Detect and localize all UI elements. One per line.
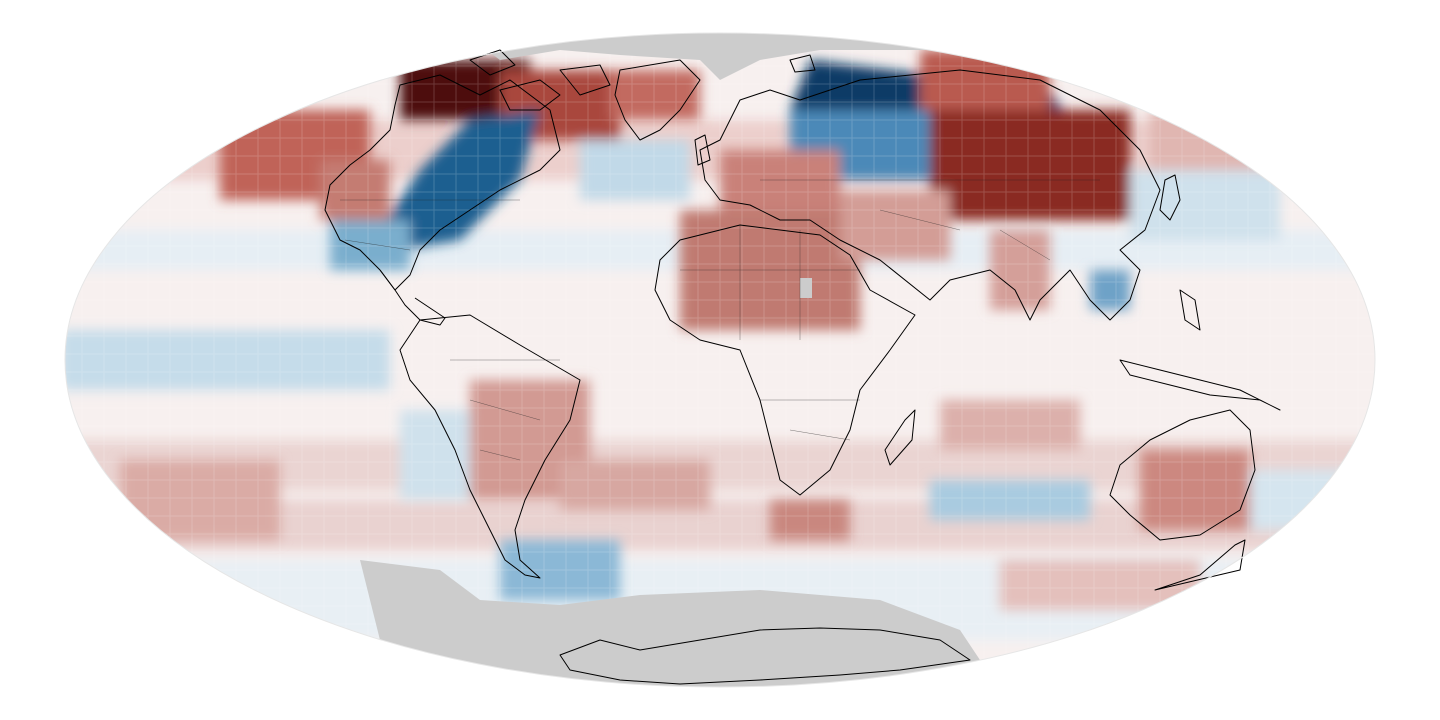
border-africa-south <box>760 399 860 441</box>
coast-africa <box>654 224 916 496</box>
border-south-america <box>450 359 560 461</box>
coast-antarctica <box>559 627 971 685</box>
coast-south-america <box>399 314 581 579</box>
no-data-arctic <box>460 33 1000 80</box>
no-data-antarctica <box>360 560 1000 687</box>
warm-south-africa <box>770 500 850 540</box>
cold-se-pacific <box>400 410 470 500</box>
cold-south-indian <box>930 480 1090 520</box>
band-equatorial-pacific <box>65 330 390 390</box>
coast-indonesia <box>1119 359 1281 411</box>
coastlines <box>324 49 1281 685</box>
cold-north-atlantic <box>580 140 690 200</box>
cold-eastern-na <box>380 110 540 250</box>
warm-greenland <box>610 70 700 120</box>
warm-australia <box>1140 450 1250 530</box>
warm-south-atlantic <box>560 460 710 510</box>
border-eurasia <box>760 179 1100 261</box>
anomaly-layer <box>65 33 1375 687</box>
grid-texture <box>65 33 1375 687</box>
cold-drake <box>500 540 620 600</box>
coast-north-america <box>324 74 561 291</box>
warm-central-asia <box>930 110 1130 220</box>
globe-outline <box>64 32 1376 688</box>
coast-uk <box>694 134 711 166</box>
cold-us-south <box>330 220 410 270</box>
cold-east-asia <box>1130 170 1280 240</box>
no-data-africa-cell <box>800 278 812 298</box>
coast-philippines <box>1179 289 1201 331</box>
coast-new-zealand <box>1154 539 1246 591</box>
warm-ne-pacific <box>1150 110 1270 170</box>
warm-indian-ocean <box>940 400 1080 450</box>
border-africa-north <box>680 225 860 340</box>
coast-australia <box>1109 409 1256 541</box>
coast-madagascar <box>884 409 916 466</box>
warm-india <box>990 230 1050 310</box>
warm-sw-pacific <box>120 460 280 540</box>
coast-japan <box>1159 174 1181 221</box>
coast-svalbard <box>789 54 816 73</box>
coast-eurasia <box>699 69 1161 321</box>
cold-indochina <box>1090 270 1130 310</box>
country-borders <box>340 179 1100 461</box>
warm-west-na <box>320 160 390 220</box>
coast-central-america <box>379 269 446 326</box>
coast-greenland <box>614 59 701 141</box>
cold-south-pacific <box>1250 470 1370 530</box>
border-us-mexico <box>344 239 411 251</box>
warm-middle-east <box>840 190 950 260</box>
